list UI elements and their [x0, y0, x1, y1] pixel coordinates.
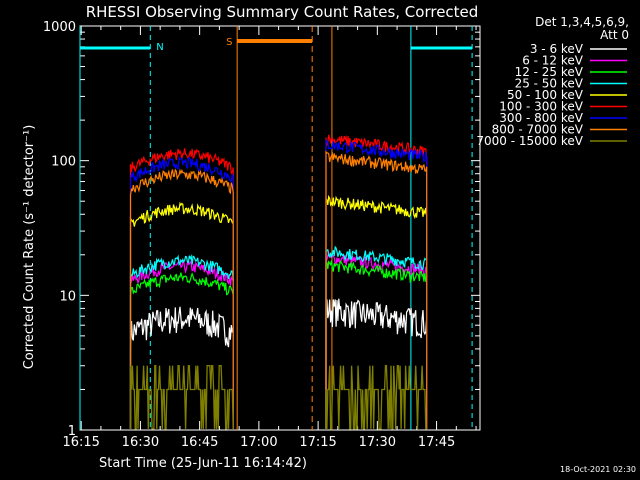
series-7000-15000-kev-line: [325, 365, 427, 430]
legend-label: 800 - 7000 keV: [492, 123, 584, 137]
series-25-50-kev-line: [325, 245, 428, 429]
series-300-800-kev-line: [325, 139, 428, 429]
night-marker-label: N: [156, 42, 163, 53]
series-25-50-kev-line: [129, 253, 234, 429]
series-6-12-kev-line: [129, 259, 234, 429]
x-tick-label: 17:15: [299, 435, 336, 450]
legend-label: 12 - 25 keV: [515, 65, 584, 79]
legend-label: 7000 - 15000 keV: [476, 134, 583, 148]
series-3-6-kev-line: [129, 306, 234, 429]
series-50-100-kev-line: [129, 201, 234, 429]
series-12-25-kev-line: [325, 259, 428, 429]
y-axis-label: Corrected Count Rate (s⁻¹ detector⁻¹): [22, 125, 37, 370]
saa-marker-label: S: [226, 37, 232, 48]
plot-area: 1 10 100 1000 16:15 16:30 16:45 17:00 17:15 17:30…: [43, 20, 481, 450]
x-tick-label: 17:45: [418, 435, 455, 450]
x-tick-label: 17:30: [359, 435, 396, 450]
legend-label: 6 - 12 keV: [522, 54, 584, 68]
x-tick-label: 16:30: [122, 435, 159, 450]
series-800-7000-kev-line: [129, 168, 234, 429]
y-tick-label: 100: [51, 155, 76, 170]
series-800-7000-kev-line: [325, 150, 428, 429]
x-axis-label: Start Time (25-Jun-11 16:14:42): [99, 456, 307, 471]
legend-label: 100 - 300 keV: [499, 100, 583, 114]
legend-label: 50 - 100 keV: [507, 88, 584, 102]
y-tick-label: 10: [59, 289, 76, 304]
series-300-800-kev-line: [129, 155, 234, 429]
legend-label: 3 - 6 keV: [530, 42, 584, 56]
x-tick-label: 17:00: [240, 435, 277, 450]
y-tick-label: 1: [68, 424, 76, 439]
chart-title: RHESSI Observing Summary Count Rates, Co…: [86, 3, 479, 21]
series-3-6-kev-line: [325, 298, 428, 429]
series-50-100-kev-line: [325, 194, 428, 429]
x-tick-label: 16:45: [181, 435, 218, 450]
legend-label: 25 - 50 keV: [515, 77, 584, 91]
legend-header-2: Att 0: [600, 28, 629, 42]
series-7000-15000-kev-line: [129, 365, 234, 430]
footer-timestamp: 18-Oct-2021 02:30: [560, 465, 636, 474]
legend-header-1: Det 1,3,4,5,6,9,: [535, 15, 629, 29]
legend-label: 300 - 800 keV: [499, 111, 583, 125]
plot-frame: [79, 25, 481, 431]
x-tick-label: 16:15: [62, 435, 99, 450]
series-12-25-kev-line: [129, 272, 234, 429]
y-tick-label: 1000: [43, 20, 76, 35]
